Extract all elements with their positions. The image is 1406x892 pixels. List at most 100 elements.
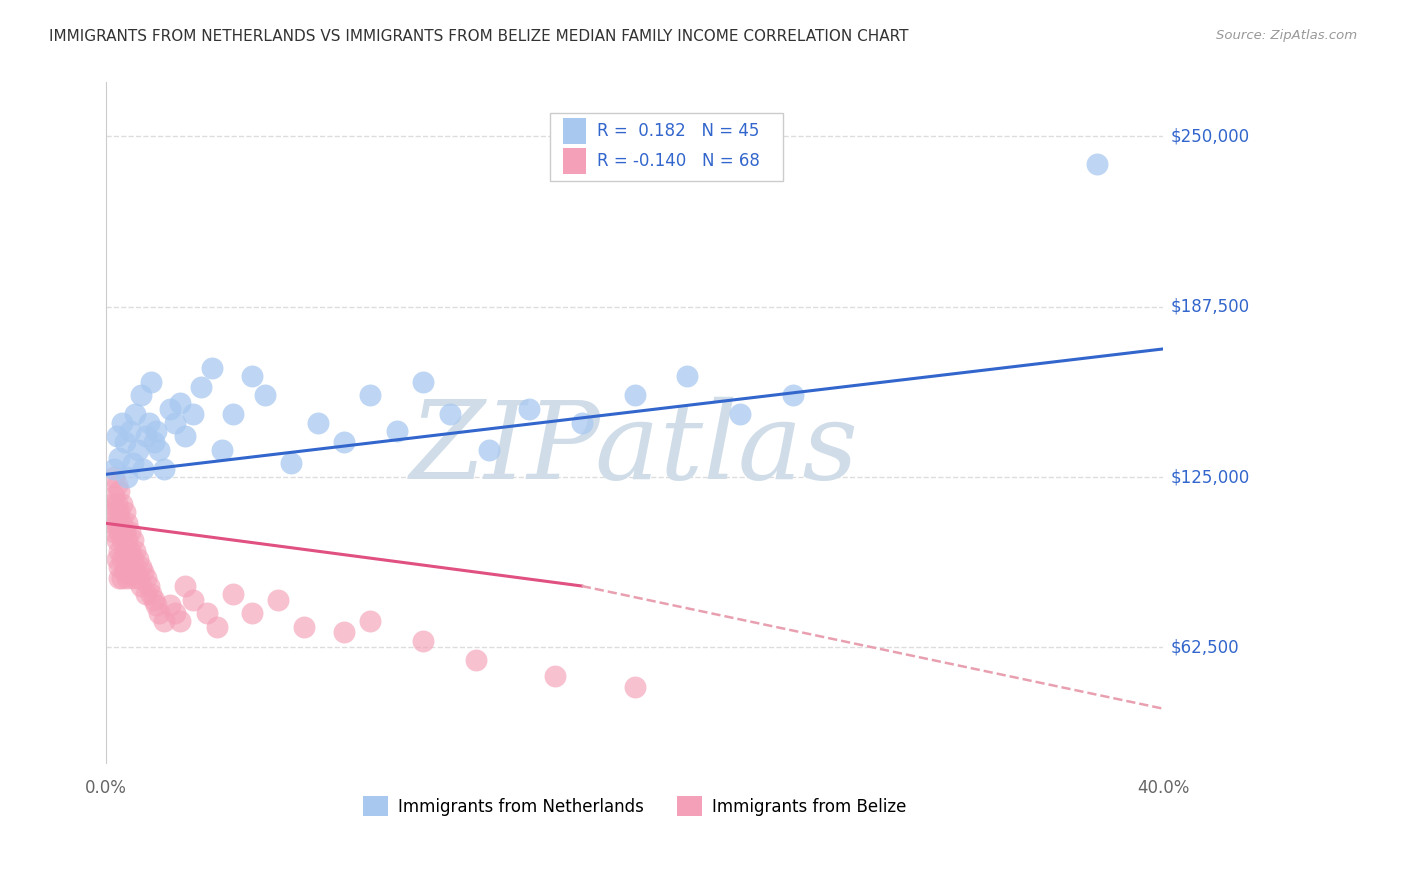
Point bbox=[211, 442, 233, 457]
Point bbox=[111, 533, 134, 547]
Point bbox=[108, 524, 131, 539]
Point bbox=[623, 388, 645, 402]
Point bbox=[118, 424, 141, 438]
Point bbox=[114, 566, 136, 580]
Point bbox=[1085, 156, 1108, 170]
Point bbox=[412, 375, 434, 389]
Point bbox=[240, 607, 263, 621]
Text: $250,000: $250,000 bbox=[1171, 128, 1250, 145]
Point bbox=[571, 416, 593, 430]
Point bbox=[623, 680, 645, 694]
Point bbox=[111, 516, 134, 531]
Point bbox=[135, 571, 157, 585]
Point bbox=[412, 633, 434, 648]
Legend: Immigrants from Netherlands, Immigrants from Belize: Immigrants from Netherlands, Immigrants … bbox=[356, 789, 912, 823]
Point bbox=[114, 434, 136, 449]
Point bbox=[132, 462, 155, 476]
Point bbox=[169, 615, 191, 629]
Point bbox=[782, 388, 804, 402]
Point bbox=[163, 416, 186, 430]
Point bbox=[105, 497, 128, 511]
Point bbox=[148, 607, 170, 621]
Point bbox=[183, 408, 205, 422]
Point bbox=[129, 388, 152, 402]
Point bbox=[439, 408, 461, 422]
Text: $125,000: $125,000 bbox=[1171, 468, 1250, 486]
Point bbox=[333, 434, 356, 449]
Point bbox=[111, 551, 134, 566]
Point bbox=[124, 543, 146, 558]
Point bbox=[105, 478, 128, 492]
Text: IMMIGRANTS FROM NETHERLANDS VS IMMIGRANTS FROM BELIZE MEDIAN FAMILY INCOME CORRE: IMMIGRANTS FROM NETHERLANDS VS IMMIGRANT… bbox=[49, 29, 908, 44]
Point bbox=[222, 408, 245, 422]
Point bbox=[127, 571, 149, 585]
Text: $187,500: $187,500 bbox=[1171, 298, 1250, 316]
Point bbox=[111, 571, 134, 585]
Point bbox=[174, 429, 197, 443]
Text: R = -0.140   N = 68: R = -0.140 N = 68 bbox=[596, 152, 759, 169]
Point bbox=[153, 462, 176, 476]
Point bbox=[201, 361, 224, 376]
Point bbox=[267, 592, 290, 607]
Point bbox=[359, 615, 381, 629]
Point bbox=[103, 470, 125, 484]
Point bbox=[253, 388, 276, 402]
Point bbox=[385, 424, 408, 438]
Point bbox=[159, 401, 181, 416]
Point bbox=[292, 620, 315, 634]
Point bbox=[132, 566, 155, 580]
Point bbox=[333, 625, 356, 640]
Point bbox=[676, 369, 699, 384]
Point bbox=[114, 505, 136, 519]
Text: Source: ZipAtlas.com: Source: ZipAtlas.com bbox=[1216, 29, 1357, 42]
Point bbox=[478, 442, 501, 457]
Point bbox=[544, 669, 567, 683]
Point bbox=[240, 369, 263, 384]
Point bbox=[127, 442, 149, 457]
Point bbox=[118, 566, 141, 580]
Point bbox=[169, 396, 191, 410]
Point bbox=[103, 524, 125, 539]
Point bbox=[108, 450, 131, 465]
Point bbox=[153, 615, 176, 629]
Text: ZIPatlas: ZIPatlas bbox=[411, 397, 859, 502]
Text: $62,500: $62,500 bbox=[1171, 639, 1240, 657]
Point bbox=[117, 533, 139, 547]
Point bbox=[105, 429, 128, 443]
Point bbox=[108, 505, 131, 519]
Point bbox=[174, 579, 197, 593]
Point bbox=[118, 524, 141, 539]
Point bbox=[135, 429, 157, 443]
Point bbox=[117, 516, 139, 531]
Point bbox=[163, 607, 186, 621]
Point bbox=[100, 497, 122, 511]
Point bbox=[141, 375, 163, 389]
Point bbox=[111, 497, 134, 511]
Point bbox=[103, 505, 125, 519]
Text: R =  0.182   N = 45: R = 0.182 N = 45 bbox=[596, 122, 759, 140]
Point bbox=[190, 380, 212, 394]
Point bbox=[117, 571, 139, 585]
Point bbox=[129, 579, 152, 593]
Point bbox=[108, 483, 131, 498]
Point bbox=[108, 560, 131, 574]
Point bbox=[100, 516, 122, 531]
Point bbox=[105, 533, 128, 547]
Point bbox=[114, 524, 136, 539]
Point bbox=[307, 416, 329, 430]
Point bbox=[114, 543, 136, 558]
Point bbox=[127, 551, 149, 566]
Point bbox=[183, 592, 205, 607]
Point bbox=[138, 579, 160, 593]
Point bbox=[105, 516, 128, 531]
Point bbox=[138, 416, 160, 430]
Point bbox=[111, 416, 134, 430]
Point bbox=[145, 424, 167, 438]
Point bbox=[108, 543, 131, 558]
Point bbox=[135, 587, 157, 601]
Point bbox=[121, 551, 143, 566]
Point bbox=[517, 401, 540, 416]
Point bbox=[148, 442, 170, 457]
Point bbox=[121, 456, 143, 470]
Point bbox=[129, 560, 152, 574]
